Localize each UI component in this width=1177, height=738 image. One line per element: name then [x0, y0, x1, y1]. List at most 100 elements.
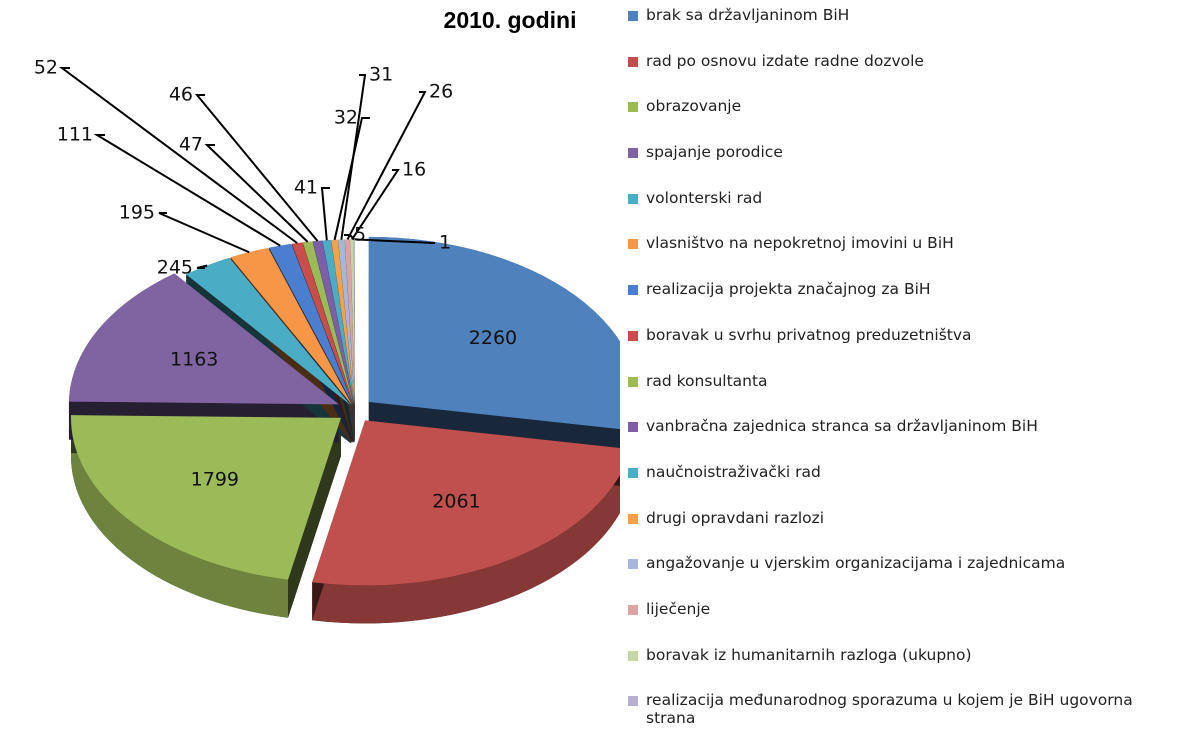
legend-swatch	[628, 148, 638, 159]
legend-label: vlasništvo na nepokretnoj imovini u BiH	[646, 234, 954, 253]
slice	[186, 257, 351, 406]
legend-item: realizacija projekta značajnog za BiH	[628, 280, 1173, 326]
legend-swatch	[628, 467, 638, 478]
leader-line	[196, 264, 208, 269]
data-label: 16	[402, 159, 426, 181]
legend-item: boravak iz humanitarnih razloga (ukupno)	[628, 646, 1173, 692]
legend-swatch	[628, 11, 638, 21]
leader-line	[354, 238, 436, 244]
legend-label: rad konsultanta	[646, 371, 768, 390]
slice	[230, 247, 352, 405]
legend-label: vanbračna zajednica stranca sa državljan…	[646, 417, 1038, 436]
data-label: 1	[439, 232, 451, 254]
legend-item: realizacija međunarodnog sporazuma u koj…	[628, 691, 1173, 737]
data-label: 31	[369, 64, 393, 86]
legend-item: angažovanje u vjerskim organizacijama i …	[628, 554, 1173, 600]
data-label: 46	[169, 84, 193, 106]
slice	[302, 241, 354, 405]
leader-line	[158, 212, 250, 254]
slice	[331, 239, 355, 405]
legend-label: brak sa državljaninom BiH	[646, 6, 850, 24]
legend-item: drugi opravdani razlozi	[628, 509, 1173, 555]
chart-title: 2010. godini	[444, 7, 577, 33]
legend-swatch	[628, 376, 638, 387]
leader-line	[194, 94, 319, 242]
legend-label: boravak iz humanitarnih razloga (ukupno)	[646, 645, 972, 664]
slice	[353, 239, 355, 405]
legend-swatch	[628, 193, 638, 204]
leader-line	[333, 117, 370, 241]
legend-item: brak sa državljaninom BiH	[628, 6, 1173, 52]
slice-wall	[312, 474, 620, 624]
legend-label: liječenje	[646, 599, 711, 618]
leader-line	[93, 134, 281, 247]
legend-swatch	[628, 422, 638, 433]
slice	[344, 239, 355, 405]
legend-swatch	[628, 285, 638, 296]
data-label: 2061	[432, 491, 480, 513]
legend-swatch	[628, 330, 638, 341]
leader-line	[351, 169, 400, 240]
legend-item: vlasništvo na nepokretnoj imovini u BiH	[628, 234, 1173, 280]
legend-swatch	[628, 604, 638, 615]
data-label: 2260	[469, 327, 517, 349]
slice	[350, 239, 355, 405]
legend-label: realizacija međunarodnog sporazuma u koj…	[646, 691, 1133, 728]
legend-swatch	[628, 559, 638, 570]
legend-item: rad konsultanta	[628, 372, 1173, 418]
leader-line	[344, 234, 355, 241]
legend-label: drugi opravdani razlozi	[646, 508, 825, 527]
slice	[291, 242, 354, 405]
data-label: 111	[57, 124, 93, 146]
legend-swatch	[628, 513, 638, 524]
legend-item: volonterski rad	[628, 189, 1173, 235]
slice	[322, 240, 355, 405]
slice	[312, 420, 620, 586]
slice	[312, 240, 354, 405]
legend-item: vanbračna zajednica stranca sa državljan…	[628, 417, 1173, 463]
slice	[338, 239, 355, 405]
legend-label: obrazovanje	[646, 97, 742, 116]
legend-label: volonterski rad	[646, 188, 763, 207]
legend-label: boravak u svrhu privatnog preduzetništva	[646, 325, 972, 344]
leader-line	[346, 91, 427, 240]
data-label: 52	[34, 57, 58, 79]
legend-item: obrazovanje	[628, 97, 1173, 143]
slice	[70, 415, 341, 580]
slice	[68, 273, 339, 405]
legend-item: naučnoistraživački rad	[628, 463, 1173, 509]
chart: 2010. godini 226020611799116324519511152…	[34, 7, 620, 624]
slice	[368, 236, 620, 430]
legend-item: rad po osnovu izdate radne dozvole	[628, 52, 1173, 98]
data-label: 47	[179, 134, 203, 156]
legend-label: angažovanje u vjerskim organizacijama i …	[646, 554, 1066, 573]
legend-swatch	[628, 56, 638, 67]
legend-label: naučnoistraživački rad	[646, 462, 821, 481]
legend-swatch	[628, 650, 638, 661]
data-label: 5	[354, 224, 366, 246]
data-label: 26	[429, 81, 453, 103]
leader-line	[204, 144, 309, 243]
data-label: 245	[157, 257, 193, 279]
legend-item: boravak u svrhu privatnog preduzetništva	[628, 326, 1173, 372]
pie-tops	[68, 236, 620, 586]
legend-swatch	[628, 102, 638, 113]
leader-line	[320, 187, 330, 241]
legend-label: realizacija projekta značajnog za BiH	[646, 280, 931, 299]
legend-item: liječenje	[628, 600, 1173, 646]
legend-label: spajanje porodice	[646, 143, 783, 162]
slice	[269, 243, 353, 405]
leader-line	[58, 67, 298, 244]
legend-swatch	[628, 239, 638, 250]
data-label: 1799	[191, 469, 239, 491]
data-label: 1163	[170, 348, 218, 370]
legend-label: rad po osnovu izdate radne dozvole	[646, 51, 924, 70]
data-label: 32	[334, 107, 358, 129]
legend: brak sa državljaninom BiH rad po osnovu i…	[628, 6, 1173, 737]
legend-swatch	[628, 696, 638, 707]
data-label: 41	[294, 177, 318, 199]
leader-line	[340, 74, 367, 240]
slice-edge	[288, 417, 341, 618]
slice-wall	[71, 415, 289, 618]
